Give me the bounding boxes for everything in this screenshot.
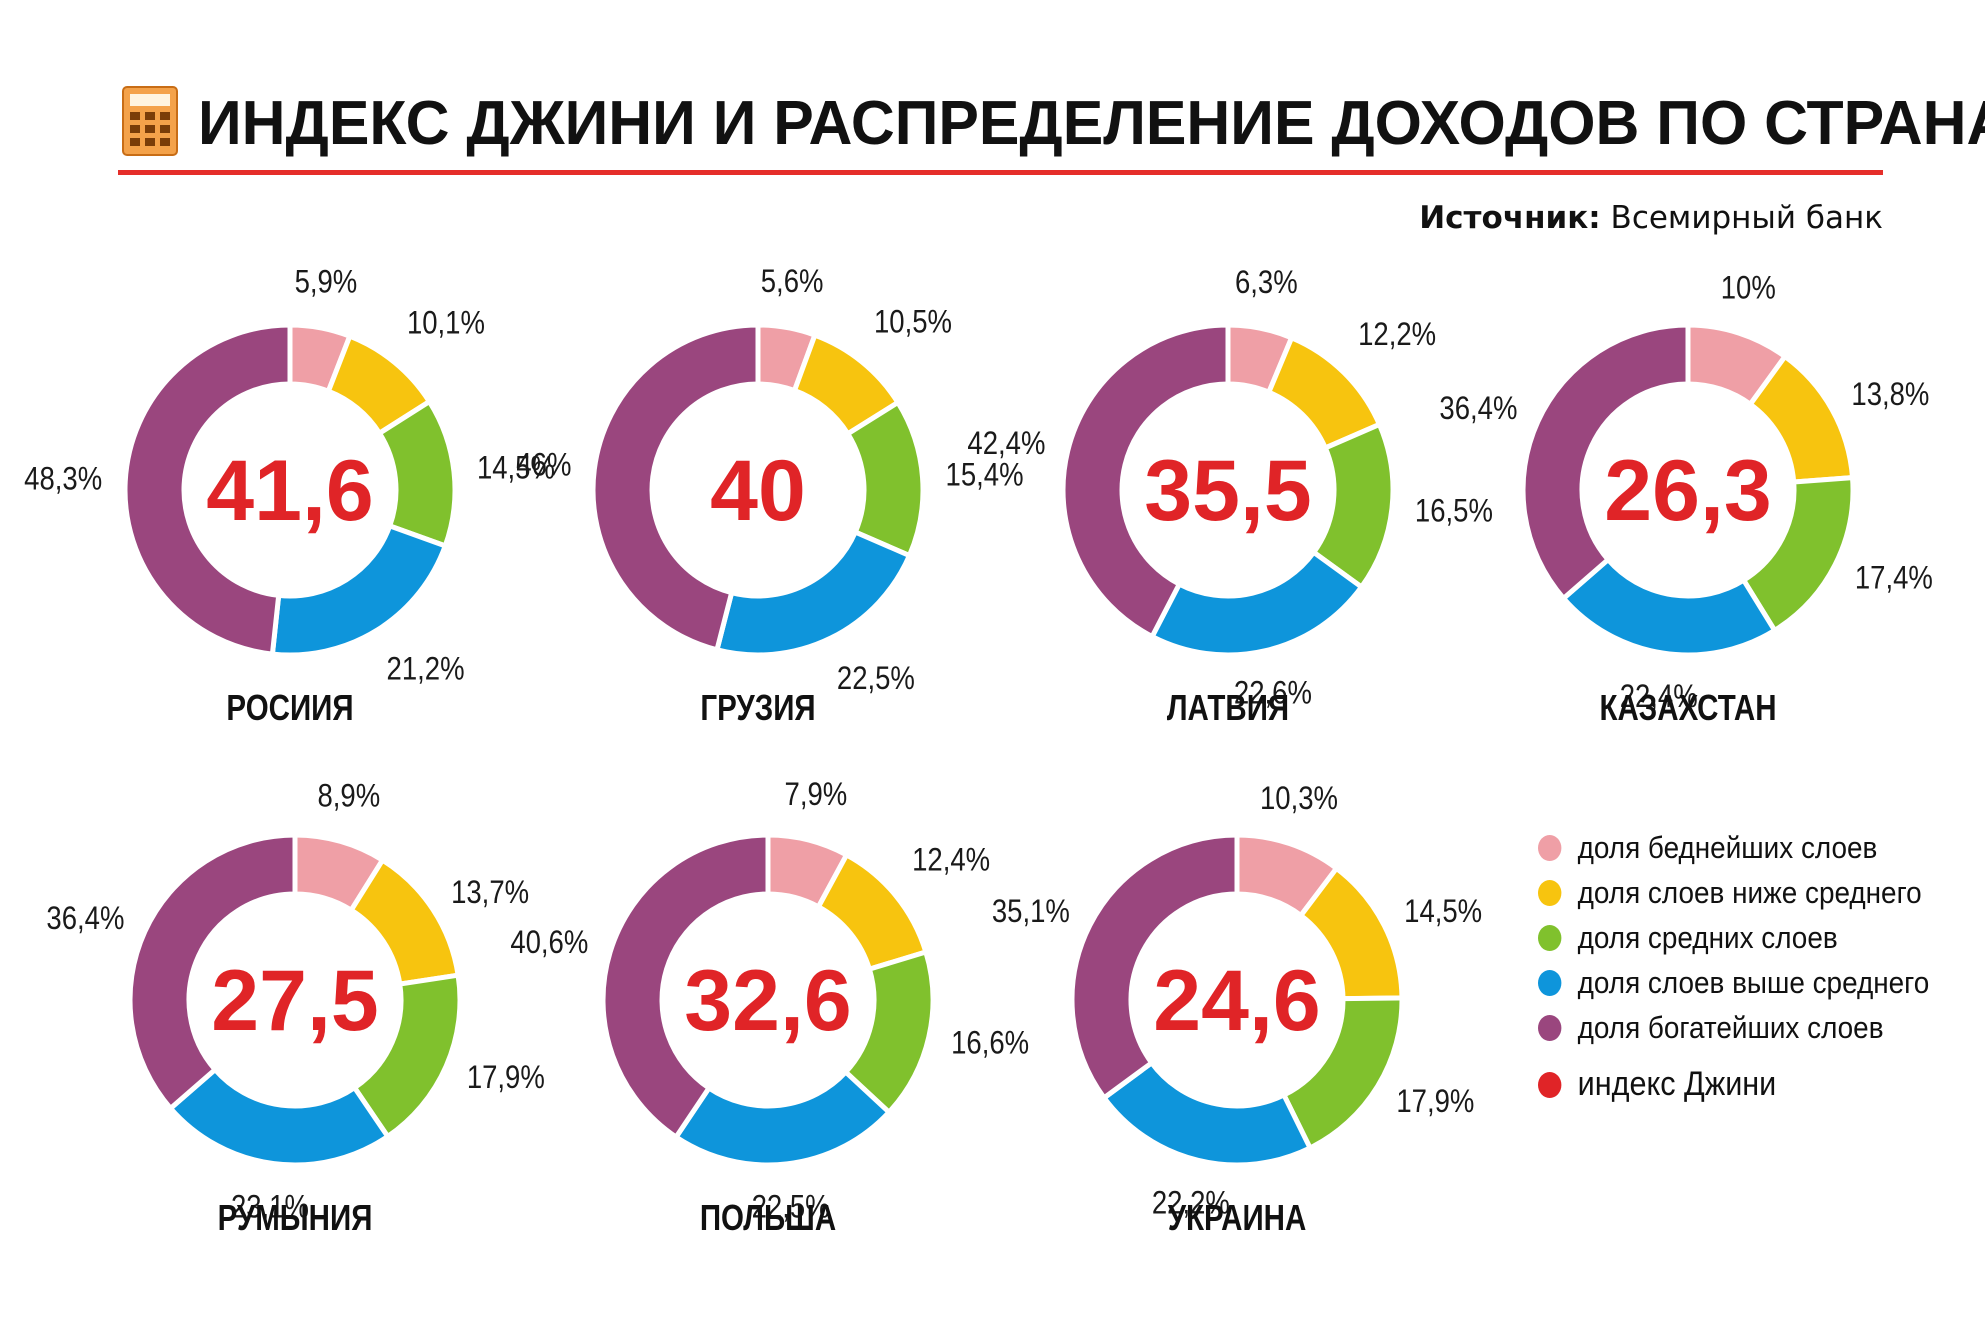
donut-segment-richest bbox=[600, 832, 771, 1141]
percent-label: 16,5% bbox=[1415, 494, 1493, 529]
legend-label: доля слоев выше среднего bbox=[1577, 964, 1930, 1000]
donut-chart-7: 10,3% 14,5% 17,9% 22,2% 35,1% 24,6 УКРАИНА bbox=[992, 781, 1482, 1237]
percent-label: 5,9% bbox=[295, 264, 358, 299]
percent-label: 6,3% bbox=[1235, 265, 1298, 300]
percent-label: 14,5% bbox=[477, 451, 555, 486]
country-name: УКРАИНА bbox=[1168, 1197, 1307, 1237]
legend-swatch bbox=[1538, 834, 1562, 861]
percent-label: 35,1% bbox=[992, 894, 1070, 929]
legend-item-poorest: доля беднейших слоев bbox=[1538, 825, 1916, 870]
legend-label: доля беднейших слоев bbox=[1577, 829, 1878, 865]
legend-item-gini: индекс Джини bbox=[1538, 1062, 1916, 1107]
gini-index-value: 32,6 bbox=[684, 953, 851, 1049]
percent-label: 22,2% bbox=[1152, 1186, 1230, 1221]
donut-chart-6: 7,9% 12,4% 16,6% 22,5% 40,6% 32,6 ПОЛЬША bbox=[510, 777, 1029, 1238]
percent-label: 10,5% bbox=[874, 305, 952, 340]
percent-label: 22,5% bbox=[752, 1190, 830, 1225]
country-name: КАЗАХСТАН bbox=[1599, 687, 1776, 727]
percent-label: 22,5% bbox=[837, 661, 915, 696]
title-underline bbox=[118, 170, 1883, 175]
donut-segment-richest bbox=[1060, 322, 1231, 640]
gini-index-value: 40 bbox=[710, 443, 806, 539]
legend-item-richest: доля богатейших слоев bbox=[1538, 1005, 1916, 1050]
percent-label: 36,4% bbox=[46, 901, 124, 936]
legend-label: доля богатейших слоев bbox=[1577, 1009, 1884, 1045]
gini-index-value: 35,5 bbox=[1144, 443, 1311, 539]
percent-label: 17,4% bbox=[1855, 561, 1933, 596]
percent-label: 16,6% bbox=[951, 1026, 1029, 1061]
legend-item-upper-middle: доля слоев выше среднего bbox=[1538, 960, 1929, 1005]
percent-label: 5,6% bbox=[761, 264, 824, 299]
percent-label: 8,9% bbox=[317, 779, 380, 814]
percent-label: 36,4% bbox=[1439, 391, 1517, 426]
donut-chart-1: 5,9% 10,1% 14,5% 21,2% 48,3% 41,6 РОСИИЯ bbox=[24, 264, 555, 727]
donut-segment-lower-middle bbox=[815, 851, 929, 973]
legend-swatch bbox=[1538, 1014, 1562, 1041]
percent-label: 40,6% bbox=[510, 925, 588, 960]
gini-index-value: 24,6 bbox=[1153, 953, 1320, 1049]
donut-segment-upper-middle bbox=[167, 1066, 392, 1168]
country-name: РОСИИЯ bbox=[226, 687, 353, 727]
page-title: ИНДЕКС ДЖИНИ И РАСПРЕДЕЛЕНИЕ ДОХОДОВ ПО … bbox=[198, 89, 1985, 158]
percent-label: 12,2% bbox=[1358, 317, 1436, 352]
donut-segment-upper-middle bbox=[1148, 548, 1365, 658]
legend: доля беднейших слоев доля слоев ниже сред… bbox=[1538, 825, 1958, 1107]
percent-label: 42,4% bbox=[967, 426, 1045, 461]
percent-label: 12,4% bbox=[912, 843, 990, 878]
legend-swatch bbox=[1538, 924, 1562, 951]
donut-segment-upper-middle bbox=[269, 522, 449, 658]
donut-chart-4: 10% 13,8% 17,4% 22,4% 36,4% 26,3 КАЗАХСТАН bbox=[1439, 271, 1932, 728]
donut-chart-3: 6,3% 12,2% 16,5% 22,6% 42,4% 35,5 ЛАТВИЯ bbox=[967, 265, 1493, 728]
percent-label: 22,4% bbox=[1620, 679, 1698, 714]
calculator-icon bbox=[122, 86, 178, 156]
percent-label: 21,2% bbox=[387, 651, 465, 686]
percent-label: 7,9% bbox=[785, 777, 848, 812]
percent-label: 22,6% bbox=[1234, 676, 1312, 711]
gini-index-value: 27,5 bbox=[211, 953, 378, 1049]
donut-chart-2: 5,6% 10,5% 15,4% 22,5% 46% 40 ГРУЗИЯ bbox=[516, 264, 1023, 728]
legend-swatch bbox=[1538, 969, 1562, 996]
percent-label: 46% bbox=[516, 448, 571, 483]
donut-segment-richest bbox=[122, 322, 293, 657]
donut-segment-richest bbox=[590, 322, 761, 653]
percent-label: 23,1% bbox=[231, 1190, 309, 1225]
donut-segment-upper-middle bbox=[713, 528, 913, 658]
percent-label: 10,3% bbox=[1260, 781, 1338, 816]
legend-item-lower-middle: доля слоев ниже среднего bbox=[1538, 870, 1922, 915]
source-label: Источник: bbox=[1419, 200, 1601, 236]
percent-label: 10% bbox=[1721, 271, 1776, 306]
country-name: РУМЫНИЯ bbox=[218, 1197, 373, 1237]
country-name: ПОЛЬША bbox=[700, 1197, 836, 1237]
percent-label: 48,3% bbox=[24, 462, 102, 497]
percent-label: 15,4% bbox=[946, 457, 1024, 492]
donut-segment-richest bbox=[127, 832, 298, 1112]
legend-label: индекс Джини bbox=[1577, 1065, 1777, 1103]
country-name: ЛАТВИЯ bbox=[1167, 687, 1289, 727]
donut-segment-richest bbox=[1069, 832, 1240, 1102]
source-value: Всемирный банк bbox=[1610, 200, 1883, 236]
gini-index-value: 41,6 bbox=[206, 443, 373, 539]
legend-label: доля средних слоев bbox=[1577, 919, 1838, 955]
gini-index-value: 26,3 bbox=[1604, 443, 1771, 539]
legend-label: доля слоев ниже среднего bbox=[1577, 874, 1922, 910]
header: ИНДЕКС ДЖИНИ И РАСПРЕДЕЛЕНИЕ ДОХОДОВ ПО … bbox=[118, 80, 1985, 176]
donut-chart-5: 8,9% 13,7% 17,9% 23,1% 36,4% 27,5 РУМЫНИЯ bbox=[46, 779, 544, 1238]
percent-label: 14,5% bbox=[1404, 894, 1482, 929]
percent-label: 10,1% bbox=[407, 305, 485, 340]
donut-segment-richest bbox=[1520, 322, 1691, 602]
percent-label: 17,9% bbox=[1396, 1084, 1474, 1119]
source-note: Источник: Всемирный банк bbox=[1419, 200, 1883, 236]
legend-swatch bbox=[1538, 879, 1562, 906]
country-name: ГРУЗИЯ bbox=[700, 687, 815, 727]
legend-swatch bbox=[1538, 1071, 1562, 1098]
percent-label: 13,7% bbox=[451, 875, 529, 910]
legend-item-middle: доля средних слоев bbox=[1538, 915, 1916, 960]
percent-label: 13,8% bbox=[1851, 377, 1929, 412]
percent-label: 17,9% bbox=[467, 1060, 545, 1095]
